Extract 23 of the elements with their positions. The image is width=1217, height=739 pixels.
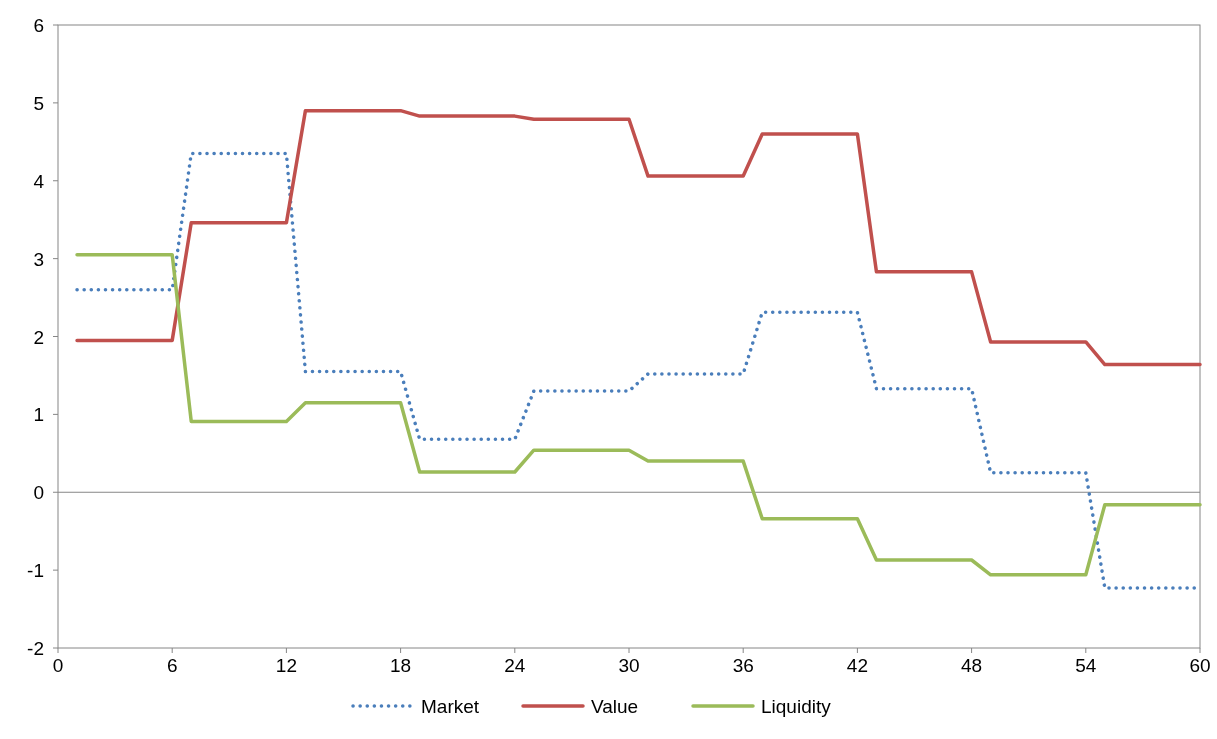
y-tick-label: 1 bbox=[33, 404, 44, 426]
y-tick-label: -2 bbox=[27, 638, 44, 659]
legend-label: Market bbox=[421, 696, 480, 717]
x-tick-label: 0 bbox=[52, 655, 64, 676]
y-tick-label: 5 bbox=[33, 92, 44, 114]
x-tick-label: 6 bbox=[166, 655, 178, 676]
x-tick-label: 24 bbox=[504, 655, 526, 676]
x-tick-label: 30 bbox=[618, 655, 640, 676]
legend-label: Value bbox=[591, 696, 639, 717]
legend-label: Liquidity bbox=[761, 696, 832, 717]
y-tick-label: 0 bbox=[33, 482, 44, 504]
x-tick-label: 60 bbox=[1189, 655, 1211, 676]
y-tick-label: -1 bbox=[27, 560, 44, 582]
x-tick-label: 48 bbox=[961, 655, 983, 676]
x-tick-label: 54 bbox=[1075, 655, 1097, 676]
x-tick-label: 18 bbox=[390, 655, 412, 676]
x-tick-label: 36 bbox=[732, 655, 754, 676]
y-tick-label: 3 bbox=[33, 248, 44, 270]
y-tick-label: 4 bbox=[33, 170, 45, 192]
x-tick-label: 42 bbox=[846, 655, 868, 676]
y-tick-label: 2 bbox=[33, 326, 44, 348]
x-tick-label: 12 bbox=[275, 655, 297, 676]
y-tick-label: 6 bbox=[33, 15, 44, 36]
